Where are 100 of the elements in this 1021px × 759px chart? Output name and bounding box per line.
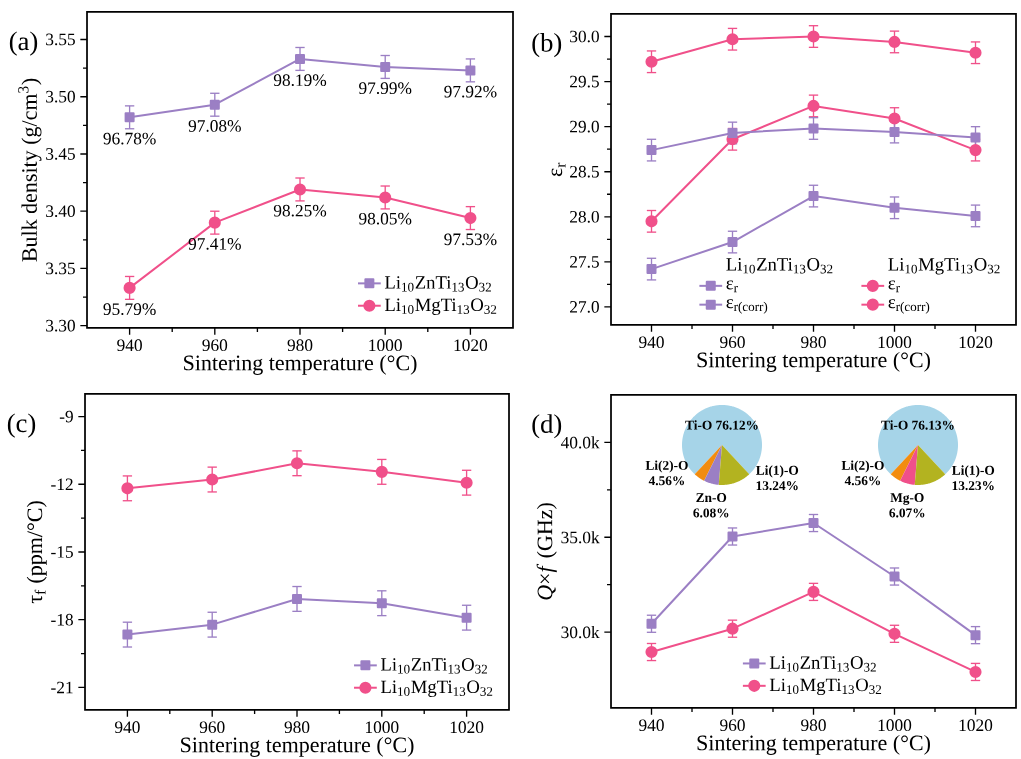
y-tick-label: 40.0k [560,436,600,449]
point [123,281,136,294]
point [888,35,901,48]
annotation: 97.53% [444,233,497,246]
text: (b) [532,32,562,58]
point [376,598,387,609]
point [465,65,476,76]
data-label: 6.07% [889,508,925,518]
point [807,585,820,598]
point [645,215,658,228]
legend-label: ε$_{r}$ [726,280,738,293]
x-axis-title: Sintering temperature (°C) [181,736,414,757]
annotation: 97.08% [188,120,241,132]
y-tick-label: 3.55 [46,33,75,46]
point [969,144,982,157]
point [888,627,901,640]
point [807,30,820,43]
x-tick-label: 980 [801,719,826,732]
x-tick-label: 960 [720,336,745,349]
annotation: 95.79% [103,303,156,316]
legend-label: ε$_{r(corr)}$ [888,299,930,314]
point [727,237,738,248]
text: (a) [9,31,38,56]
point [290,457,304,470]
x-axis-title: Sintering temperature (°C) [697,351,930,372]
point [464,212,477,225]
slice-label: Li(2)-O [841,460,884,473]
annotation: 98.19% [273,74,327,87]
y-tick-label: -9 [59,410,73,423]
y-tick-label: 3.45 [46,148,75,160]
point [970,132,981,143]
y-axis-title: Q×f (GHz) [536,503,557,600]
point [645,55,658,68]
y-tick-label: 29.0 [570,120,599,133]
y-axis-title: τ$_{f}$ (ppm/°C) [26,501,47,604]
legend-label: Li$_{10}$MgTi$_{13}$O$_{32}$ [769,678,882,696]
x-tick-label: 1020 [959,336,993,349]
point [808,191,819,202]
x-tick-label: 960 [720,719,745,732]
annotation: 97.41% [188,238,241,250]
data-label: 76.12% [716,420,758,430]
x-tick-label: 1000 [366,721,399,734]
y-tick-label: -12 [51,478,73,491]
x-tick-label: 980 [287,339,313,352]
legend-label: Li$_{10}$MgTi$_{13}$O$_{32}$ [381,680,493,697]
y-tick-label: 27.0 [570,301,599,313]
legend-label: Li$_{10}$MgTi$_{13}$O$_{32}$ [384,298,497,315]
x-tick-label: 940 [639,336,664,349]
slice-label: Zn-O [696,493,727,503]
annotation: 97.99% [359,82,412,95]
point [379,191,392,204]
y-tick-label: 28.0 [570,210,599,223]
x-axis-title: Sintering temperature (°C) [697,734,930,755]
point [726,33,739,46]
point [727,127,738,138]
legend-label: ε$_{r}$ [888,280,900,293]
point [380,61,391,72]
point [124,112,135,123]
x-tick-label: 1020 [959,719,993,732]
point [295,53,305,64]
text: (d) [532,414,562,439]
point [808,123,819,134]
x-tick-label: 940 [639,719,664,732]
y-tick-label: 3.35 [46,262,75,275]
point [969,46,982,59]
slice-label: Mg-O [890,493,924,505]
x-tick-label: 1020 [450,721,484,734]
point [888,112,901,125]
data-label: 4.56% [844,476,881,486]
y-tick-label: 29.5 [570,75,599,88]
y-axis-title: Bulk density (g/cm$^{3}$) [18,78,42,262]
legend-label: Li$_{10}$ZnTi$_{13}$O$_{32}$ [381,658,488,674]
y-tick-label: 35.0k [561,531,600,544]
x-tick-label: 1020 [454,339,488,352]
point [889,202,900,213]
legend-label: Li$_{10}$ZnTi$_{13}$O$_{32}$ [384,276,491,292]
x-tick-label: 940 [114,721,140,734]
slice-label: Li(1)-O [756,465,799,478]
point [293,183,307,196]
annotation: Li$_{10}$ZnTi$_{13}$O$_{32}$ [726,258,833,274]
legend-label: Li$_{10}$ZnTi$_{13}$O$_{32}$ [769,656,876,672]
point [375,465,388,478]
y-tick-label: 28.5 [570,165,599,178]
x-tick-label: 1000 [369,339,402,352]
point [208,216,221,229]
annotation: 97.92% [444,85,497,98]
x-tick-label: 980 [801,336,826,349]
annotation: 96.78% [103,132,156,145]
y-tick-label: -18 [51,613,73,626]
annotation: 98.05% [359,212,412,225]
y-tick-label: -21 [51,681,73,694]
y-tick-label: -15 [51,546,73,558]
text: (c) [7,413,36,438]
slice-label: Ti-O [881,420,908,430]
data-label: 4.56% [648,476,685,486]
point [460,476,473,489]
point [807,99,820,112]
point [122,629,133,640]
y-tick-label: 3.30 [46,319,75,332]
slice-label: Ti-O [685,420,712,430]
